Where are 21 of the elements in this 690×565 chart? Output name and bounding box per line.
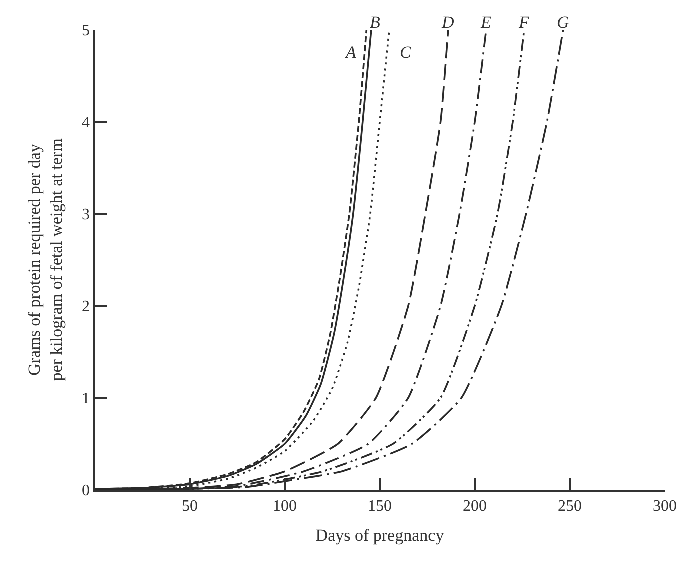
series-label: D <box>441 13 455 32</box>
x-tick-label: 200 <box>463 498 487 515</box>
series-label: C <box>400 43 412 62</box>
y-tick-label: 1 <box>82 390 90 408</box>
series-label: B <box>370 13 381 32</box>
y-tick-label: 4 <box>82 114 90 132</box>
y-tick-label: 3 <box>82 206 90 224</box>
y-tick-label: 0 <box>82 482 90 500</box>
series-label: E <box>480 13 492 32</box>
series-label: F <box>518 13 530 32</box>
x-tick-label: 50 <box>182 498 198 515</box>
y-tick-label: 5 <box>82 22 90 40</box>
x-tick-label: 250 <box>558 498 582 515</box>
y-tick-label: 2 <box>82 298 90 316</box>
y-axis-title: Grams of protein required per day per kilogram of fetal weight at term <box>25 138 66 382</box>
x-axis-title: Days of pregnancy <box>316 526 445 545</box>
x-tick-label: 100 <box>273 498 297 515</box>
x-tick-label: 300 <box>653 498 677 515</box>
series-label: A <box>345 43 357 62</box>
series-label: G <box>557 13 570 32</box>
x-tick-label: 150 <box>368 498 392 515</box>
